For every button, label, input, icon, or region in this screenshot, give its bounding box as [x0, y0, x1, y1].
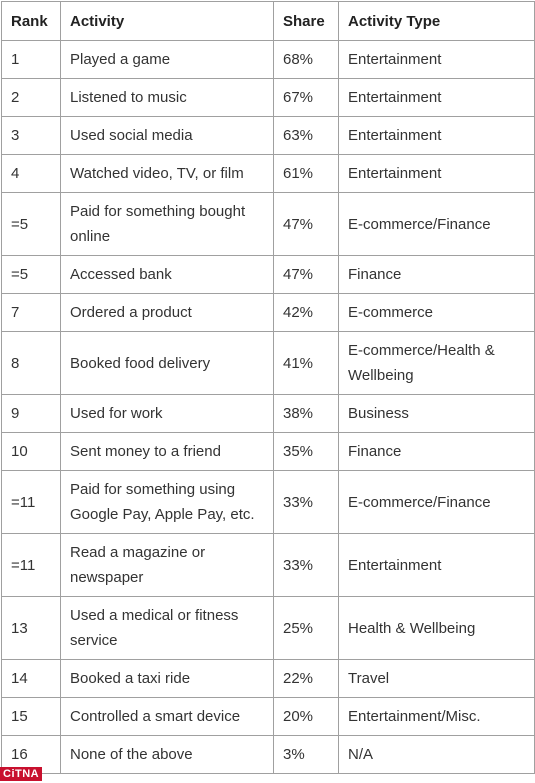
table-cell: 41% [273, 331, 339, 395]
table-cell: 3% [273, 735, 339, 774]
table-cell: N/A [338, 735, 535, 774]
table-cell: Booked a taxi ride [60, 659, 274, 698]
table-row: 3 Used social media 63% Entertainment [1, 116, 535, 155]
table-cell: 47% [273, 192, 339, 256]
column-header: Activity [60, 1, 274, 41]
table-row: 1 Played a game 68% Entertainment [1, 40, 535, 79]
table-cell: Travel [338, 659, 535, 698]
table-cell: Paid for something using Google Pay, App… [60, 470, 274, 534]
table-cell: Finance [338, 255, 535, 294]
table-cell: 14 [1, 659, 61, 698]
table-cell: E-commerce [338, 293, 535, 332]
table-row: 9 Used for work 38% Business [1, 394, 535, 433]
table-cell: Accessed bank [60, 255, 274, 294]
table-cell: 42% [273, 293, 339, 332]
table-cell: 4 [1, 154, 61, 193]
table-body: 1 Played a game 68% Entertainment 2 Listened … [1, 40, 535, 774]
table-cell: =5 [1, 192, 61, 256]
table-cell: Played a game [60, 40, 274, 79]
table-row: 7 Ordered a product 42% E-commerce [1, 293, 535, 332]
table-cell: 33% [273, 470, 339, 534]
table-cell: Entertainment [338, 78, 535, 117]
table-cell: 25% [273, 596, 339, 660]
table-cell: =11 [1, 533, 61, 597]
table-cell: 47% [273, 255, 339, 294]
column-header: Share [273, 1, 339, 41]
table-cell: 9 [1, 394, 61, 433]
table-cell: =5 [1, 255, 61, 294]
table-cell: Finance [338, 432, 535, 471]
table-cell: 10 [1, 432, 61, 471]
table-cell: 15 [1, 697, 61, 736]
table-cell: 38% [273, 394, 339, 433]
table-cell: Ordered a product [60, 293, 274, 332]
table-cell: 7 [1, 293, 61, 332]
table-cell: 22% [273, 659, 339, 698]
table-cell: Entertainment [338, 533, 535, 597]
table-cell: 35% [273, 432, 339, 471]
table-row: 15 Controlled a smart device 20% Entertainm… [1, 697, 535, 736]
table-cell: Used a medical or fitness service [60, 596, 274, 660]
table-row: 8 Booked food delivery 41% E-commerce/Healt… [1, 331, 535, 395]
table-cell: 67% [273, 78, 339, 117]
table-cell: Controlled a smart device [60, 697, 274, 736]
table-cell: Sent money to a friend [60, 432, 274, 471]
table-cell: None of the above [60, 735, 274, 774]
table-cell: Entertainment [338, 116, 535, 155]
table-cell: Paid for something bought online [60, 192, 274, 256]
table-cell: 1 [1, 40, 61, 79]
table-row: =11 Paid for something using Google Pay, … [1, 470, 535, 534]
table-row: 2 Listened to music 67% Entertainment [1, 78, 535, 117]
table-row: 10 Sent money to a friend 35% Finance [1, 432, 535, 471]
table-cell: Used social media [60, 116, 274, 155]
table-cell: 20% [273, 697, 339, 736]
table-cell: Entertainment [338, 40, 535, 79]
table-row: =5 Accessed bank 47% Finance [1, 255, 535, 294]
table-cell: Watched video, TV, or film [60, 154, 274, 193]
column-header: Rank [1, 1, 61, 41]
table-row: 16 None of the above 3% N/A [1, 735, 535, 774]
table-cell: Entertainment/Misc. [338, 697, 535, 736]
table-cell: Business [338, 394, 535, 433]
table-cell: 63% [273, 116, 339, 155]
table-cell: 3 [1, 116, 61, 155]
table-cell: E-commerce/Finance [338, 192, 535, 256]
table-cell: 13 [1, 596, 61, 660]
watermark: CiTNA [0, 767, 43, 781]
table-cell: 33% [273, 533, 339, 597]
header-row: Rank Activity Share Activity Type [1, 1, 535, 41]
table-cell: Listened to music [60, 78, 274, 117]
table-row: =5 Paid for something bought online 47% E-c… [1, 192, 535, 256]
table-row: 14 Booked a taxi ride 22% Travel [1, 659, 535, 698]
table-cell: Booked food delivery [60, 331, 274, 395]
table-cell: Read a magazine or newspaper [60, 533, 274, 597]
table-row: =11 Read a magazine or newspaper 33% Entert… [1, 533, 535, 597]
table-cell: E-commerce/Health & Wellbeing [338, 331, 535, 395]
table-cell: 68% [273, 40, 339, 79]
table-row: 4 Watched video, TV, or film 61% Entertainm… [1, 154, 535, 193]
table-cell: 8 [1, 331, 61, 395]
table-cell: 2 [1, 78, 61, 117]
column-header: Activity Type [338, 1, 535, 41]
table-cell: 61% [273, 154, 339, 193]
table-cell: Entertainment [338, 154, 535, 193]
table-cell: Used for work [60, 394, 274, 433]
table-cell: E-commerce/Finance [338, 470, 535, 534]
table-row: 13 Used a medical or fitness service 25% He… [1, 596, 535, 660]
table-cell: =11 [1, 470, 61, 534]
table-cell: Health & Wellbeing [338, 596, 535, 660]
